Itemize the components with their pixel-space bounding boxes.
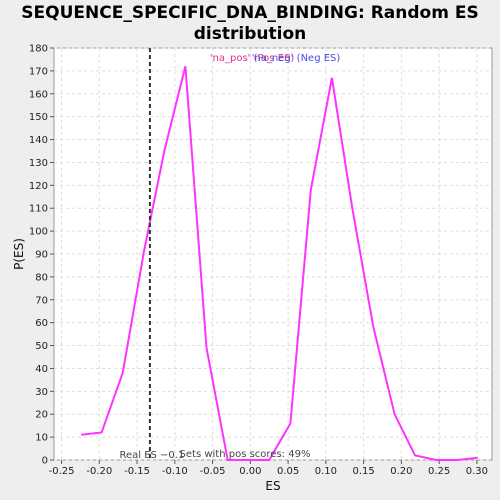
y-tick-label: 70 (35, 295, 48, 306)
chart-title-line2: distribution (193, 24, 307, 44)
x-tick-label: -0.20 (86, 466, 112, 477)
y-tick-label: 150 (29, 112, 48, 123)
y-tick-label: 30 (35, 387, 48, 398)
y-tick-label: 130 (29, 158, 48, 169)
y-tick-label: 160 (29, 89, 48, 100)
y-tick-label: 90 (35, 250, 48, 261)
y-axis: 0 10 20 30 40 50 60 70 80 90 100 110 120 130 140 150 160… (29, 44, 54, 467)
y-tick-label: 60 (35, 318, 48, 329)
y-tick-label: 170 (29, 66, 48, 77)
x-tick-label: 0.30 (466, 466, 488, 477)
x-tick-label: -0.10 (162, 466, 188, 477)
y-tick-label: 40 (35, 364, 48, 375)
x-tick-label: 0.15 (352, 466, 374, 477)
x-axis-label: ES (265, 479, 280, 493)
series-line (81, 66, 478, 461)
y-tick-label: 120 (29, 181, 48, 192)
real-es-label: Real ES −0.1 (119, 450, 184, 461)
x-tick-label: 0.00 (239, 466, 261, 477)
y-tick-label: 50 (35, 341, 48, 352)
chart-title-line1: SEQUENCE_SPECIFIC_DNA_BINDING: Random ES (21, 3, 479, 23)
y-tick-label: 100 (29, 227, 48, 238)
x-tick-label: 0.05 (277, 466, 299, 477)
y-tick-label: 110 (29, 204, 48, 215)
y-tick-label: 80 (35, 272, 48, 283)
x-tick-label: 0.20 (390, 466, 412, 477)
x-tick-label: 0.10 (315, 466, 337, 477)
x-axis: -0.25 -0.20 -0.15 -0.10 -0.05 0.00 0.05 0.10 0.1… (49, 460, 488, 477)
x-tick-label: -0.25 (49, 466, 75, 477)
x-tick-label: 0.25 (428, 466, 450, 477)
y-tick-label: 0 (42, 456, 48, 467)
legend-neg-label: 'na_neg' (Neg ES) (252, 53, 341, 64)
x-tick-label: -0.05 (200, 466, 226, 477)
y-tick-label: 180 (29, 44, 48, 55)
legend-pos-label: 'na_pos' (Pos ES) (210, 53, 295, 64)
y-tick-label: 140 (29, 135, 48, 146)
pos-scores-annotation: Sets with pos scores: 49% (180, 449, 311, 460)
x-tick-label: -0.15 (124, 466, 150, 477)
y-tick-label: 20 (35, 410, 48, 421)
y-tick-label: 10 (35, 433, 48, 444)
y-axis-label: P(ES) (12, 238, 26, 270)
